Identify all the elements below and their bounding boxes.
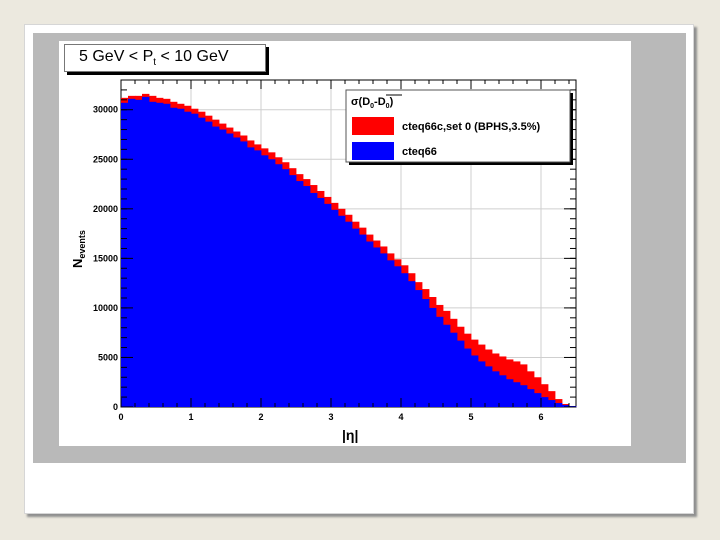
y-axis-label-main: N <box>70 259 85 268</box>
legend: σ(D0-D0) cteq66c,set 0 (BPHS,3.5%) cteq6… <box>345 89 573 165</box>
bar-series-2 <box>562 405 570 407</box>
bar-series-2 <box>429 307 437 407</box>
x-axis-label: |η| <box>342 427 358 443</box>
bar-series-2 <box>408 281 416 407</box>
bar-series-2 <box>422 298 430 407</box>
bar-series-2 <box>184 111 192 407</box>
x-tick-label: 2 <box>258 412 263 422</box>
bar-series-2 <box>443 324 451 407</box>
chart-title-prefix: 5 GeV < P <box>79 48 154 65</box>
bar-series-2 <box>310 192 318 407</box>
bar-series-2 <box>331 209 339 407</box>
bar-series-2 <box>156 102 164 408</box>
y-tick-label: 10000 <box>93 303 118 313</box>
legend-swatch-series-1 <box>352 117 394 135</box>
bar-series-1 <box>541 384 549 407</box>
x-tick-label: 5 <box>468 412 473 422</box>
bar-series-2 <box>352 228 360 407</box>
y-tick-label: 0 <box>113 402 118 412</box>
legend-swatch-series-2 <box>352 142 394 160</box>
bar-series-2 <box>345 221 353 407</box>
bar-series-2 <box>170 107 178 407</box>
x-tick-label: 6 <box>538 412 543 422</box>
bar-series-2 <box>212 126 220 407</box>
y-tick-label: 20000 <box>93 204 118 214</box>
bar-series-2 <box>275 164 283 407</box>
bar-series-2 <box>555 403 563 407</box>
bar-series-2 <box>534 393 542 407</box>
bar-series-2 <box>485 366 493 407</box>
bar-series-2 <box>478 361 486 407</box>
bar-series-2 <box>219 129 227 407</box>
y-tick-label: 5000 <box>98 352 118 362</box>
legend-label-series-2: cteq66 <box>402 146 437 158</box>
bar-series-2 <box>142 96 150 407</box>
y-axis-label: Nevents <box>70 230 87 268</box>
bar-series-2 <box>303 186 311 407</box>
y-tick-label: 25000 <box>93 154 118 164</box>
bar-series-1 <box>534 377 542 407</box>
bar-series-2 <box>471 355 479 407</box>
bar-series-2 <box>121 102 129 408</box>
bar-series-2 <box>289 175 297 407</box>
legend-label-series-1: cteq66c,set 0 (BPHS,3.5%) <box>402 121 541 133</box>
bar-series-2 <box>499 375 507 407</box>
bar-series-2 <box>520 385 528 407</box>
x-tick-label: 0 <box>118 412 123 422</box>
bar-series-2 <box>527 389 535 407</box>
bar-series-2 <box>317 197 325 407</box>
chart-title-suffix: < 10 GeV <box>156 48 229 65</box>
bar-series-2 <box>324 203 332 407</box>
bar-series-2 <box>338 215 346 407</box>
bar-series-2 <box>415 290 423 407</box>
chart-title-box: 5 GeV < Pt < 10 GeV <box>64 44 266 72</box>
bar-series-2 <box>163 103 171 408</box>
x-tick-label: 1 <box>188 412 193 422</box>
bar-series-2 <box>177 108 185 408</box>
bar-series-2 <box>401 273 409 407</box>
tick-labels-layer: 0 1 2 3 4 5 6 0 5000 10000 15000 20000 25000 30000 <box>93 105 544 422</box>
bar-series-2 <box>205 121 213 408</box>
y-tick-label: 15000 <box>93 253 118 263</box>
bar-series-2 <box>373 247 381 407</box>
bar-series-2 <box>268 159 276 407</box>
y-axis-label-sub: events <box>77 230 87 259</box>
bar-series-2 <box>506 379 514 407</box>
bar-series-2 <box>548 400 556 407</box>
bar-series-2 <box>359 234 367 407</box>
bar-series-2 <box>233 137 241 408</box>
bar-series-2 <box>366 241 374 407</box>
bar-series-2 <box>240 141 248 407</box>
bar-series-2 <box>394 266 402 407</box>
bars-layer <box>121 93 577 408</box>
x-tick-label: 4 <box>398 412 403 422</box>
bar-series-2 <box>149 101 157 408</box>
chart-title-sub: t <box>153 57 157 68</box>
bar-series-2 <box>254 150 262 407</box>
bar-series-2 <box>541 397 549 407</box>
y-tick-label: 30000 <box>93 105 118 115</box>
x-tick-label: 3 <box>328 412 333 422</box>
bar-series-2 <box>135 99 143 408</box>
bar-series-2 <box>191 113 199 407</box>
bar-series-2 <box>464 348 472 407</box>
bar-series-2 <box>226 133 234 407</box>
bar-series-2 <box>436 316 444 407</box>
bar-series-2 <box>128 98 136 407</box>
bar-series-2 <box>387 260 395 407</box>
bar-series-2 <box>198 117 206 408</box>
legend-header: σ(D0-D0) <box>351 96 394 110</box>
bar-series-2 <box>492 371 500 407</box>
bar-series-2 <box>282 169 290 407</box>
bar-series-2 <box>247 147 255 407</box>
bar-series-2 <box>450 332 458 407</box>
chart-title: 5 GeV < Pt < 10 GeV <box>79 48 229 68</box>
bar-series-2 <box>296 181 304 407</box>
bar-series-2 <box>457 340 465 407</box>
bar-series-2 <box>261 155 269 407</box>
bar-series-1 <box>548 391 556 407</box>
bar-series-2 <box>380 253 388 407</box>
bar-series-2 <box>513 382 521 407</box>
